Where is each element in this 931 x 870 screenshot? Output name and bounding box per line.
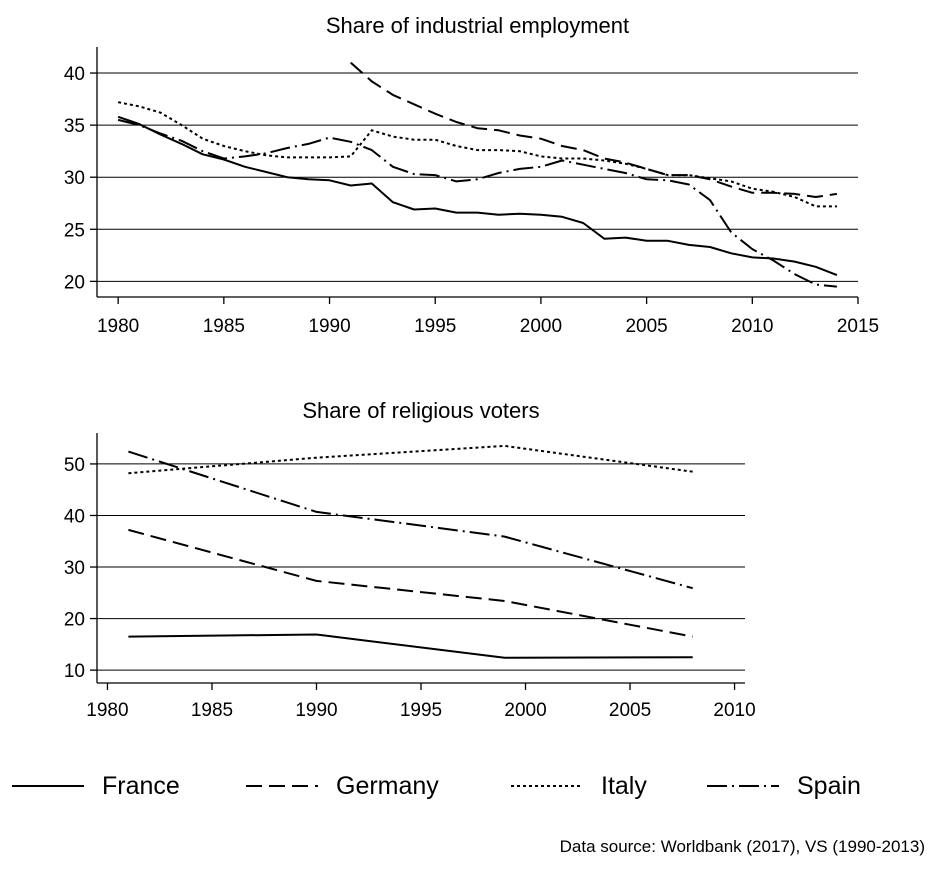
x-tick-label-religious-1990: 1990 <box>295 700 337 721</box>
chart-title-industrial: Share of industrial employment <box>326 13 629 38</box>
y-tick-label-industrial-25: 25 <box>64 220 85 241</box>
y-tick-label-industrial-40: 40 <box>64 64 85 85</box>
x-tick-label-industrial-1980: 1980 <box>97 316 139 337</box>
legend-label-spain: Spain <box>797 772 861 800</box>
chart-canvas: Share of industrial employment 20 25 30 35 40… <box>12 13 879 800</box>
series-line-industrial-spain <box>117 118 837 288</box>
y-tick-label-religious-40: 40 <box>64 506 85 527</box>
x-tick-label-religious-2000: 2000 <box>504 700 546 721</box>
y-tick-label-industrial-35: 35 <box>64 116 85 137</box>
legend-label-france: France <box>102 772 180 800</box>
y-tick-label-religious-10: 10 <box>64 661 85 682</box>
series-line-industrial-italy <box>117 101 837 208</box>
x-tick-label-religious-2005: 2005 <box>609 700 651 721</box>
y-tick-label-religious-20: 20 <box>64 610 85 631</box>
x-tick-label-industrial-1990: 1990 <box>308 316 350 337</box>
x-tick-label-industrial-2005: 2005 <box>625 316 667 337</box>
series-line-religious-italy <box>128 444 693 475</box>
series-line-religious-spain <box>128 450 693 590</box>
y-tick-label-religious-50: 50 <box>64 455 85 476</box>
y-tick-label-industrial-20: 20 <box>64 272 85 293</box>
y-tick-label-religious-30: 30 <box>64 558 85 579</box>
chart-title-religious: Share of religious voters <box>302 398 539 423</box>
series-line-religious-france <box>128 633 693 659</box>
x-tick-label-religious-1985: 1985 <box>191 700 233 721</box>
x-tick-label-religious-1995: 1995 <box>400 700 442 721</box>
x-tick-label-industrial-2015: 2015 <box>837 316 879 337</box>
data-source-note: Data source: Worldbank (2017), VS (1990-… <box>559 837 925 856</box>
x-tick-label-industrial-2010: 2010 <box>731 316 773 337</box>
x-tick-label-industrial-1985: 1985 <box>203 316 245 337</box>
series-line-industrial-france <box>117 115 838 277</box>
series-line-religious-germany <box>128 528 693 638</box>
x-tick-label-religious-2010: 2010 <box>713 700 755 721</box>
y-tick-label-industrial-30: 30 <box>64 168 85 189</box>
legend-label-italy: Italy <box>601 772 647 800</box>
x-tick-label-industrial-1995: 1995 <box>414 316 456 337</box>
legend-label-germany: Germany <box>336 772 439 800</box>
x-tick-label-religious-1980: 1980 <box>86 700 128 721</box>
series-line-industrial-germany <box>350 61 838 198</box>
x-tick-label-industrial-2000: 2000 <box>520 316 562 337</box>
